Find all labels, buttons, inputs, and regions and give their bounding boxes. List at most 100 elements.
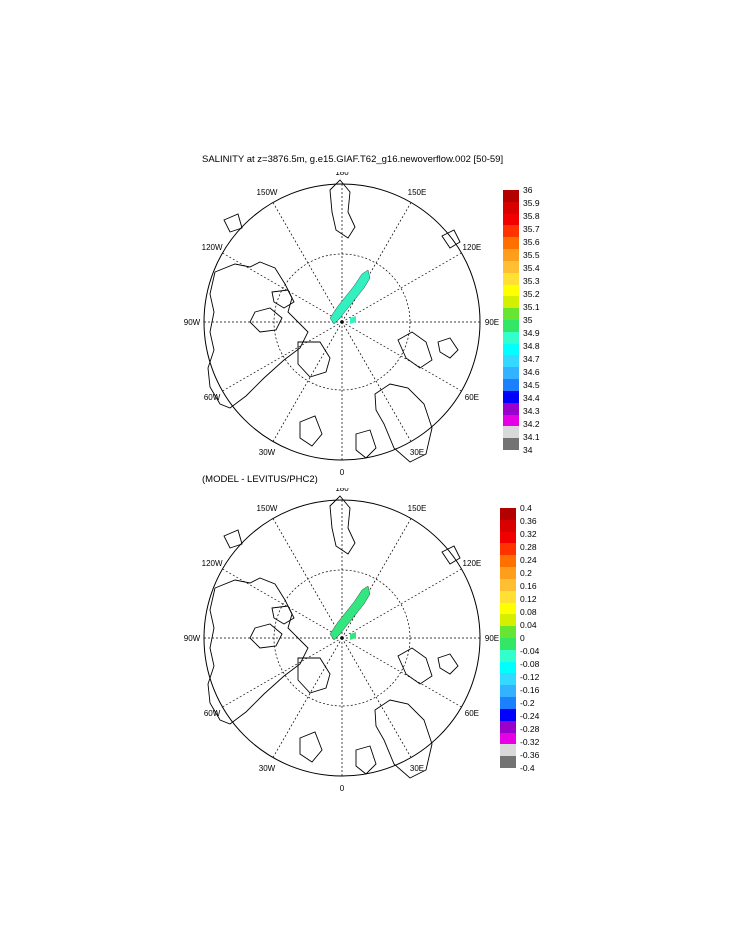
coastline	[397, 331, 433, 369]
longitude-label: 120W	[202, 559, 223, 568]
colorbar-swatch	[503, 284, 519, 297]
colorbar-tick-label: 34.1	[523, 432, 540, 442]
longitude-label: 150W	[257, 188, 278, 197]
longitude-label: 60W	[204, 393, 221, 402]
meridian-line	[222, 637, 343, 708]
field-patch	[329, 269, 371, 325]
colorbar-swatch	[503, 379, 519, 392]
longitude-label: 60E	[465, 393, 479, 402]
coastline	[355, 745, 377, 775]
colorbar-swatch	[503, 355, 519, 368]
longitude-label: 180	[335, 488, 349, 493]
meridian-line	[341, 202, 412, 323]
colorbar-swatch	[500, 590, 516, 604]
colorbar-tick-label: 36	[523, 185, 533, 195]
colorbar-tick-label: 35.2	[523, 289, 540, 299]
colorbar-swatch	[500, 508, 516, 521]
colorbar-swatch	[500, 638, 516, 651]
colorbar-swatch	[500, 708, 516, 722]
colorbar-tick-label: -0.12	[520, 672, 540, 682]
coastline	[437, 653, 459, 675]
colorbar-tick-label: 0.32	[520, 529, 537, 539]
colorbar-swatch	[503, 367, 519, 380]
colorbar-swatch	[503, 260, 519, 274]
colorbar-tick-label: 35.8	[523, 211, 540, 221]
meridian-line	[272, 637, 343, 758]
coastline	[207, 577, 309, 725]
longitude-label: 120W	[202, 243, 223, 252]
coastline	[299, 415, 323, 447]
colorbar-tick-label: -0.04	[520, 646, 540, 656]
longitude-label: 90E	[485, 634, 499, 643]
colorbar-tick-label: 35.9	[523, 198, 540, 208]
longitude-label: 30W	[259, 764, 276, 773]
colorbar-tick-label: -0.24	[520, 711, 540, 721]
coastlines	[207, 495, 461, 779]
coastline	[297, 657, 331, 694]
colorbar-swatch	[500, 697, 516, 710]
colorbar-tick-label: 34.5	[523, 380, 540, 390]
longitude-label: 30W	[259, 448, 276, 457]
coastline	[374, 699, 433, 779]
longitude-label: 150E	[408, 188, 427, 197]
colorbar-tick-label: 35.5	[523, 250, 540, 260]
colorbar-tick-label: -0.4	[520, 763, 535, 773]
colorbar-swatch	[503, 201, 519, 215]
coastline	[271, 289, 295, 309]
plot-title: SALINITY at z=3876.5m, g.e15.GIAF.T62_g1…	[202, 154, 504, 165]
coastline	[223, 213, 243, 233]
field-patch	[329, 585, 371, 641]
colorbar-swatch	[503, 438, 519, 451]
colorbar-swatch	[503, 390, 519, 404]
colorbar-tick-label: 0.04	[520, 620, 537, 630]
meridian-line	[341, 637, 462, 708]
colorbar-tick-label: 35.4	[523, 263, 540, 273]
colorbar-swatch	[503, 249, 519, 262]
longitude-label: 60W	[204, 709, 221, 718]
colorbar-tick-label: 34.7	[523, 354, 540, 364]
meridian-line	[341, 321, 462, 392]
colorbar-swatch	[503, 343, 519, 356]
colorbar-swatch	[503, 237, 519, 250]
coastline	[437, 337, 459, 359]
colorbar-tick-label: -0.16	[520, 685, 540, 695]
colorbar-tick-label: 35	[523, 315, 533, 325]
colorbar-swatch	[503, 296, 519, 309]
colorbar-swatch	[503, 414, 519, 427]
meridian-line	[341, 637, 412, 758]
plot-title: (MODEL - LEVITUS/PHC2)	[202, 474, 318, 485]
colorbar-swatch	[500, 720, 516, 734]
colorbar-swatch	[500, 685, 516, 698]
colorbar-swatch	[500, 732, 516, 745]
coastline	[374, 383, 433, 463]
colorbar-tick-label: 34.8	[523, 341, 540, 351]
colorbar-swatch	[500, 756, 516, 769]
colorbar-swatch	[500, 661, 516, 674]
colorbar-tick-label: 34	[523, 445, 533, 455]
salinity-panel: SALINITY at z=3876.5m, g.e15.GIAF.T62_g1…	[0, 150, 733, 480]
colorbar-tick-label: 35.7	[523, 224, 540, 234]
colorbar-tick-label: -0.36	[520, 750, 540, 760]
colorbar-tick-label: 0.24	[520, 555, 537, 565]
meridian-line	[341, 518, 412, 639]
colorbar-tick-label: 35.1	[523, 302, 540, 312]
longitude-label: 150W	[257, 504, 278, 513]
longitude-label: 90W	[184, 634, 201, 643]
field-patch	[350, 632, 356, 640]
longitude-label: 180	[335, 172, 349, 177]
colorbar-swatch	[503, 190, 519, 203]
longitude-label: 30E	[410, 448, 424, 457]
difference-panel: (MODEL - LEVITUS/PHC2) 180 150E 120E 90E 60E…	[0, 468, 733, 798]
colorbar-swatch	[500, 673, 516, 686]
meridian-line	[222, 321, 343, 392]
colorbar-swatch	[500, 567, 516, 580]
coastline	[249, 623, 283, 649]
colorbar-swatch	[500, 578, 516, 592]
colorbar-swatch	[503, 331, 519, 345]
coastline	[329, 179, 356, 239]
coastlines	[207, 179, 461, 463]
meridian-line	[222, 252, 343, 323]
meridian-line	[272, 202, 343, 323]
polar-map: 180 150E 120E 90E 60E 30E 0 30W 60W 90W 120W 150W	[184, 488, 499, 793]
longitude-label: 120E	[463, 243, 482, 252]
